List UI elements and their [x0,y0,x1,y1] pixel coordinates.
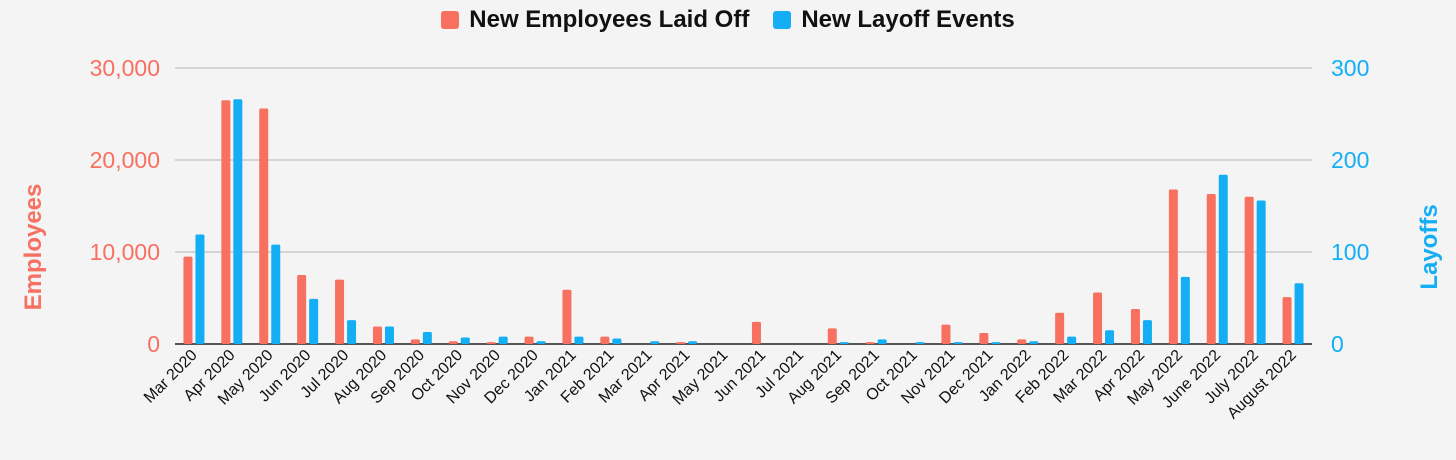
bar-series [183,99,1304,344]
bar-layoffs[interactable] [460,337,470,344]
y-tick-right: 300 [1331,55,1369,81]
bar-layoffs[interactable] [1029,341,1039,344]
bar-layoffs[interactable] [536,341,546,344]
legend-swatch-layoffs [773,11,792,29]
bar-employees[interactable] [372,326,382,344]
bar-layoffs[interactable] [612,338,622,344]
bar-employees[interactable] [562,289,572,344]
bar-employees[interactable] [751,321,761,344]
bar-employees[interactable] [448,341,458,344]
bar-employees[interactable] [183,256,193,344]
bar-employees[interactable] [1130,309,1140,344]
y-tick-left: 30,000 [90,55,160,81]
bar-employees[interactable] [941,324,951,344]
bar-layoffs[interactable] [1067,336,1077,344]
bar-employees[interactable] [1093,292,1103,344]
bar-layoffs[interactable] [347,320,357,344]
bar-layoffs[interactable] [1180,276,1190,344]
bar-employees[interactable] [1244,196,1254,344]
bar-employees[interactable] [1282,297,1292,344]
bar-employees[interactable] [979,332,989,344]
bar-layoffs[interactable] [422,332,432,344]
bar-layoffs[interactable] [877,339,887,344]
bar-layoffs[interactable] [688,341,698,344]
bar-employees[interactable] [524,336,534,344]
bar-employees[interactable] [335,279,345,344]
y-tick-right: 100 [1331,239,1369,265]
bar-layoffs[interactable] [1218,174,1228,344]
y-axis-right-title: Layoffs [1416,204,1443,289]
bar-employees[interactable] [827,328,837,344]
bar-employees[interactable] [221,100,231,344]
bar-layoffs[interactable] [384,326,394,344]
bar-layoffs[interactable] [650,341,660,344]
bar-layoffs[interactable] [915,342,925,344]
bar-employees[interactable] [1168,189,1178,344]
legend-item-employees[interactable]: New Employees Laid Off [441,6,749,34]
legend-swatch-employees [441,11,460,29]
bar-layoffs[interactable] [195,234,205,344]
bar-layoffs[interactable] [1256,200,1266,344]
bar-employees[interactable] [1055,312,1065,344]
bar-layoffs[interactable] [1294,283,1304,344]
bar-employees[interactable] [486,342,496,344]
legend-label-layoffs: New Layoff Events [801,6,1015,33]
y-tick-left: 20,000 [90,147,160,173]
bar-employees[interactable] [1206,194,1216,344]
y-axis-left-title: Employees [20,184,47,311]
bar-employees[interactable] [259,108,269,344]
chart-legend: New Employees Laid Off New Layoff Events [0,6,1456,34]
bar-layoffs[interactable] [1105,330,1115,344]
y-axis-left-ticks: 0 10,000 20,000 30,000 [90,55,160,357]
y-tick-right: 200 [1331,147,1369,173]
bar-employees[interactable] [600,336,610,344]
gridlines [175,67,1312,345]
y-tick-left: 0 [147,331,160,357]
bar-employees[interactable] [410,339,420,344]
y-tick-left: 10,000 [90,239,160,265]
bar-layoffs[interactable] [271,244,281,344]
bar-layoffs[interactable] [953,342,963,344]
bar-layoffs[interactable] [574,336,584,344]
bar-layoffs[interactable] [839,342,849,344]
y-axis-right-ticks: 0 100 200 300 [1331,55,1369,357]
bar-layoffs[interactable] [1142,320,1152,344]
bar-layoffs[interactable] [498,336,508,344]
legend-label-employees: New Employees Laid Off [469,6,750,33]
legend-item-layoffs[interactable]: New Layoff Events [773,6,1015,34]
bar-layoffs[interactable] [233,99,243,344]
y-tick-right: 0 [1331,331,1344,357]
bar-employees[interactable] [1017,339,1027,344]
bar-layoffs[interactable] [991,342,1001,344]
bar-layoffs[interactable] [309,298,319,344]
bar-employees[interactable] [676,342,686,344]
bar-employees[interactable] [865,342,875,344]
bar-employees[interactable] [297,275,307,344]
